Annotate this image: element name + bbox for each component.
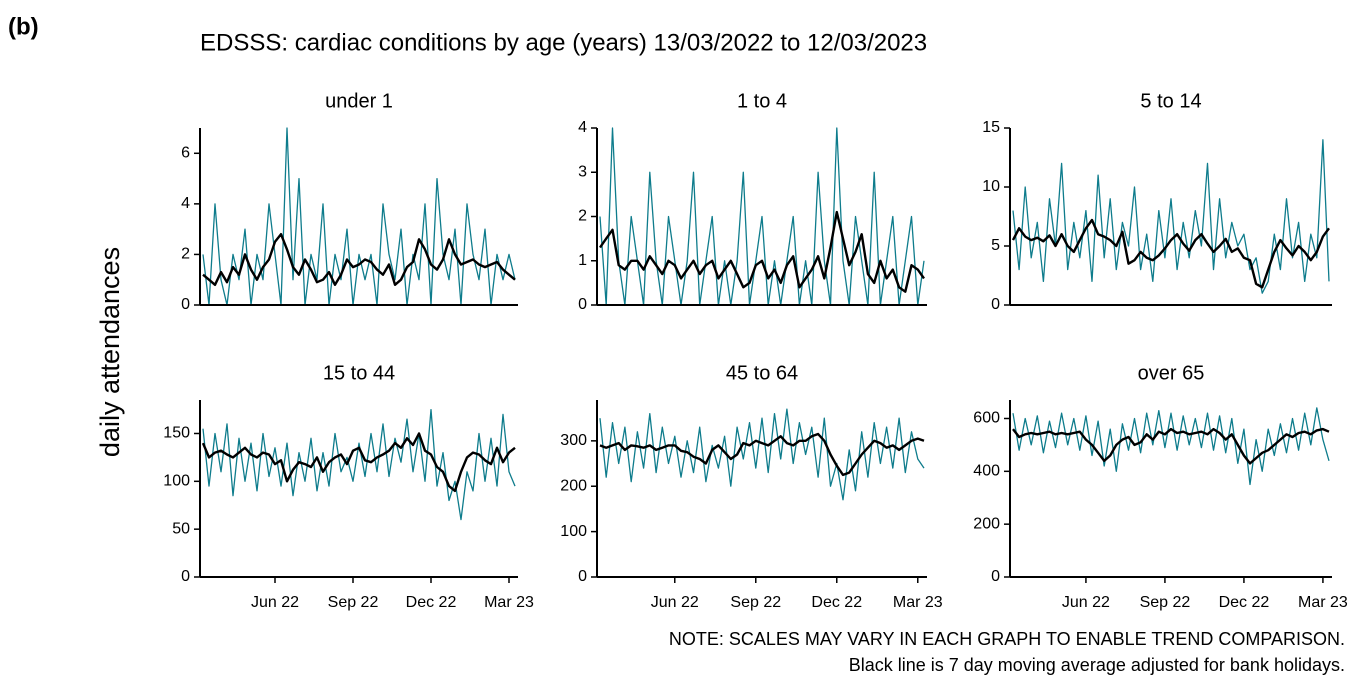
y-tick-label: 100 (560, 523, 587, 540)
x-tick-label: Jun 22 (651, 594, 699, 611)
y-tick-label: 300 (560, 432, 587, 449)
x-tick-label: Mar 23 (893, 594, 943, 611)
y-tick-label: 1 (578, 252, 587, 269)
y-tick-label: 4 (578, 119, 587, 136)
x-tick-label: Dec 22 (811, 594, 862, 611)
panel-title: 15 to 44 (323, 362, 395, 384)
average-line (599, 210, 925, 293)
panel-title: 5 to 14 (1140, 90, 1201, 112)
y-tick-label: 200 (560, 477, 587, 494)
daily-line (599, 408, 925, 501)
y-tick-label: 200 (973, 515, 1000, 532)
average-line (599, 432, 925, 477)
y-tick-label: 15 (982, 119, 1000, 136)
x-tick-label: Sep 22 (730, 594, 781, 611)
daily-line (599, 127, 925, 306)
panel-title: under 1 (325, 90, 393, 112)
y-tick-label: 150 (163, 425, 190, 442)
chart-title: EDSSS: cardiac conditions by age (years)… (200, 29, 927, 56)
x-tick-label: Mar 23 (1298, 594, 1348, 611)
x-tick-label: Jun 22 (1062, 594, 1110, 611)
y-tick-label: 50 (172, 520, 190, 537)
y-tick-label: 0 (181, 568, 190, 585)
y-tick-label: 2 (181, 246, 190, 263)
average-line (201, 432, 516, 493)
y-tick-label: 5 (991, 237, 1000, 254)
note: NOTE: SCALES MAY VARY IN EACH GRAPH TO E… (669, 629, 1345, 649)
y-tick-label: 6 (181, 145, 190, 162)
y-tick-label: 0 (991, 296, 1000, 313)
panel-title: 1 to 4 (737, 90, 787, 112)
y-tick-label: 400 (973, 463, 1000, 480)
x-tick-label: Dec 22 (1219, 594, 1270, 611)
panel-label: (b) (8, 13, 39, 40)
average-line (1012, 427, 1330, 465)
y-tick-label: 2 (578, 208, 587, 225)
daily-line (1012, 407, 1330, 486)
x-tick-label: Mar 23 (484, 594, 534, 611)
y-axis-label: daily attendances (95, 247, 125, 457)
y-tick-label: 3 (578, 163, 587, 180)
average-line (202, 233, 516, 286)
x-tick-label: Jun 22 (251, 594, 299, 611)
y-tick-label: 600 (973, 410, 1000, 427)
y-tick-label: 0 (181, 296, 190, 313)
y-tick-label: 4 (181, 195, 190, 212)
panel-title: 45 to 64 (726, 362, 798, 384)
daily-line (202, 127, 516, 306)
y-tick-label: 100 (163, 473, 190, 490)
average-line (1011, 218, 1330, 289)
y-tick-label: 0 (578, 296, 587, 313)
y-tick-label: 0 (991, 568, 1000, 585)
panel-title: over 65 (1138, 362, 1205, 384)
x-tick-label: Dec 22 (406, 594, 457, 611)
x-tick-label: Sep 22 (1140, 594, 1191, 611)
y-tick-label: 0 (578, 568, 587, 585)
daily-line (202, 408, 516, 521)
y-tick-label: 10 (982, 178, 1000, 195)
note: Black line is 7 day moving average adjus… (849, 655, 1345, 675)
daily-line (1012, 139, 1330, 294)
x-tick-label: Sep 22 (328, 594, 379, 611)
